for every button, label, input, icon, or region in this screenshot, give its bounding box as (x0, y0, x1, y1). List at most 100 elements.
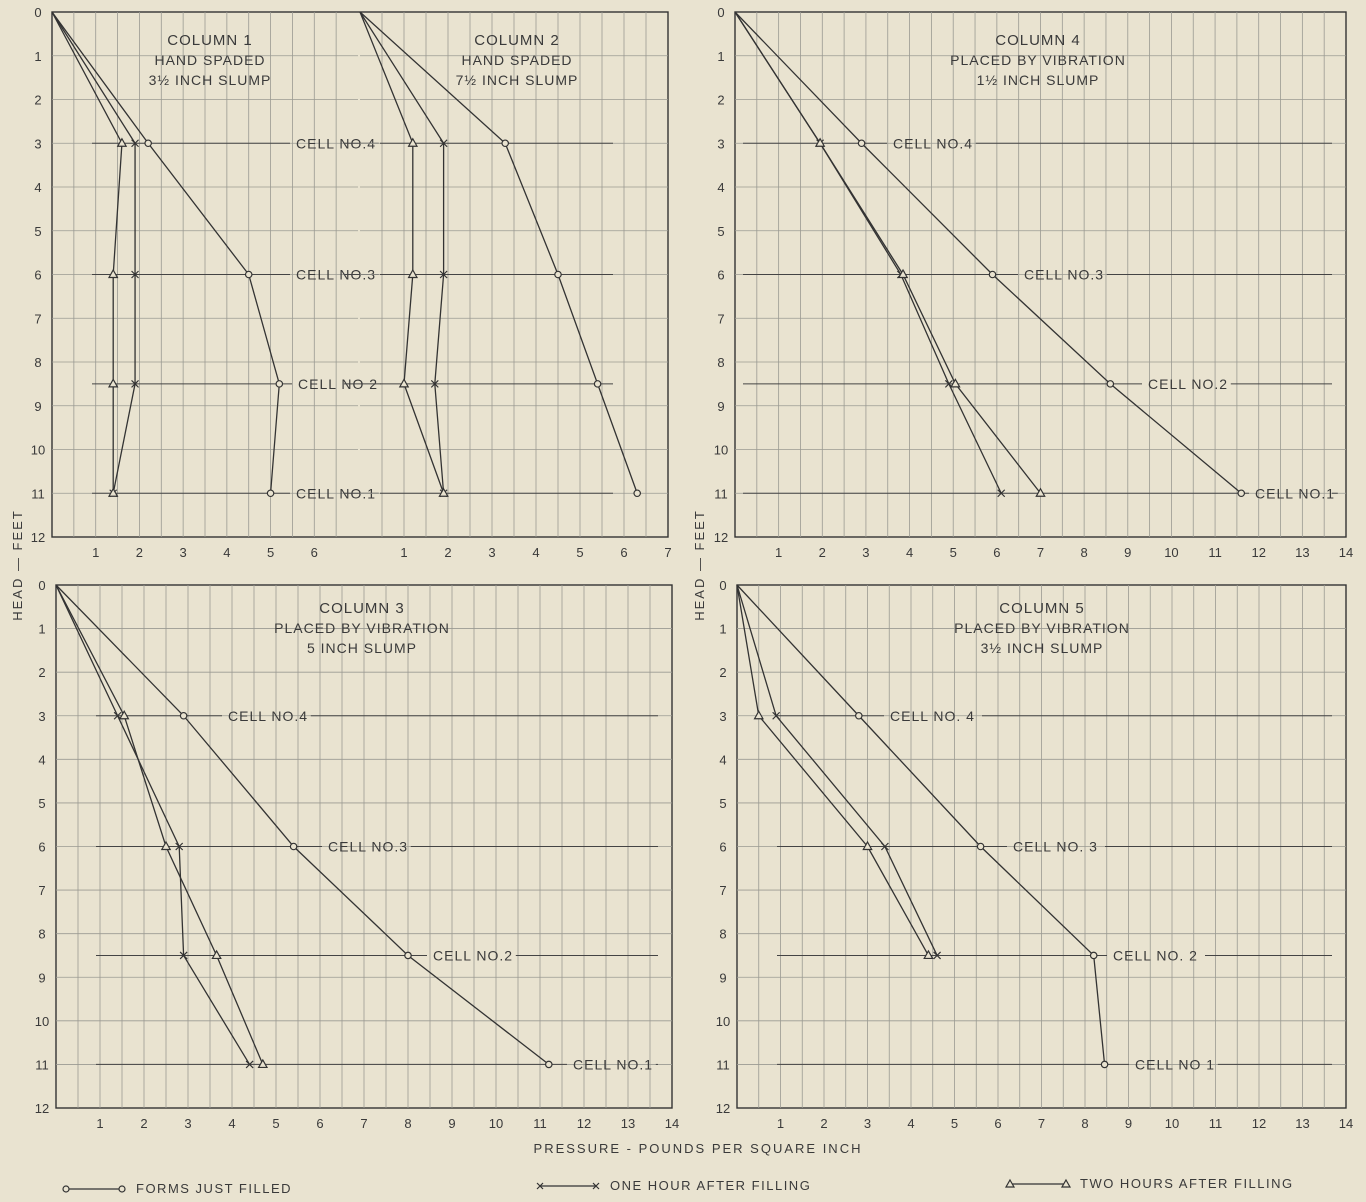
legend-label: ONE HOUR AFTER FILLING (610, 1178, 811, 1193)
x-tick-label: 4 (532, 545, 539, 560)
data-point-cross (997, 489, 1006, 498)
y-axis-label-left: HEAD — FEET (10, 509, 25, 621)
data-point-triangle (862, 840, 873, 851)
y-tick-label: 12 (716, 1101, 730, 1116)
data-point-circle (404, 951, 412, 960)
x-tick-label: 2 (820, 1116, 827, 1131)
data-point-triangle (407, 268, 419, 279)
data-point-triangle (118, 710, 130, 720)
cell-label: CELL NO.4 (893, 135, 973, 151)
x-tick-label: 7 (360, 1116, 367, 1131)
y-tick-label: 7 (38, 883, 45, 898)
x-tick-label: 2 (444, 545, 451, 560)
panel-subtitle: HAND SPADED (461, 52, 572, 68)
data-point-circle (544, 1060, 553, 1069)
panel-3: 1 2 3 4 5 6 7 8 9 10 11 12 13 140123456789101112COLUM… (714, 5, 1353, 560)
panel-subtitle: PLACED BY VIBRATION (274, 620, 450, 636)
x-tick-label: 7 (664, 545, 671, 560)
y-tick-label: 1 (34, 49, 41, 64)
x-tick-label: 10 (1165, 1116, 1179, 1131)
cell-label: CELL NO.3 (296, 267, 376, 283)
panel-2: 1 2 3 4 5 6 7 COLUMN 2 HAND SPADED 7½ INCH SLUMP (359, 11, 672, 560)
data-point-triangle (897, 268, 909, 279)
data-point-cross (179, 951, 188, 960)
data-point-cross (131, 270, 139, 279)
y-tick-label: 0 (719, 578, 726, 593)
x-tick-label: 2 (140, 1116, 147, 1131)
y-tick-label: 7 (34, 311, 41, 326)
x-tick-label: 4 (228, 1116, 235, 1131)
y-tick-label: 8 (38, 927, 45, 942)
y-tick-label: 11 (714, 486, 728, 501)
y-tick-label: 12 (35, 1101, 49, 1116)
x-tick-label: 6 (993, 545, 1000, 560)
y-tick-label: 6 (34, 268, 41, 283)
x-axis-label: PRESSURE - POUNDS PER SQUARE INCH (534, 1141, 863, 1156)
y-tick-label: 2 (719, 665, 726, 680)
panel-subtitle: 1½ INCH SLUMP (977, 72, 1100, 88)
series-line-triangle (359, 11, 445, 494)
x-tick-label: 6 (620, 545, 627, 560)
data-point-triangle (116, 137, 128, 147)
cell-label: CELL NO.2 (433, 947, 513, 963)
series-line-triangle (736, 584, 929, 956)
legend-label: FORMS JUST FILLED (136, 1181, 292, 1196)
x-tick-label: 14 (1339, 1116, 1353, 1131)
y-tick-label: 4 (717, 180, 724, 195)
data-point-cross (439, 270, 448, 279)
data-point-triangle (438, 487, 449, 497)
cell-label: CELL NO.4 (228, 708, 308, 724)
x-tick-label: 8 (1081, 545, 1088, 560)
panel-subtitle: 7½ INCH SLUMP (456, 72, 579, 88)
y-tick-label: 1 (38, 622, 45, 637)
legend-marker-circle (62, 1185, 70, 1193)
x-tick-label: 8 (1081, 1116, 1088, 1131)
panel-subtitle: 3½ INCH SLUMP (981, 640, 1104, 656)
x-tick-label: 3 (864, 1116, 871, 1131)
y-tick-label: 2 (34, 93, 41, 108)
cell-label: CELL NO.4 (296, 135, 376, 151)
data-point-circle (266, 489, 275, 498)
x-tick-label: 12 (1251, 545, 1265, 560)
data-point-circle (244, 270, 253, 279)
y-tick-label: 3 (717, 136, 724, 151)
y-tick-label: 5 (34, 224, 41, 239)
series-line-triangle (51, 11, 123, 494)
data-point-circle (501, 139, 510, 148)
y-tick-label: 10 (716, 1014, 730, 1029)
x-tick-label: 3 (488, 545, 495, 560)
x-tick-label: 4 (907, 1116, 914, 1131)
series-line-cross (55, 584, 251, 1065)
y-tick-label: 1 (719, 622, 726, 637)
y-tick-label: 0 (717, 5, 724, 20)
y-tick-label: 5 (38, 796, 45, 811)
data-point-circle (1106, 380, 1115, 388)
data-point-circle (1237, 489, 1246, 498)
data-point-cross (175, 842, 184, 851)
y-axis-label-right: HEAD — FEET (692, 509, 707, 621)
x-tick-label: 3 (862, 545, 869, 560)
data-point-cross (245, 1060, 254, 1069)
data-point-triangle (814, 137, 826, 147)
series-line-cross (736, 584, 938, 956)
x-tick-label: 5 (950, 545, 957, 560)
x-tick-label: 9 (1125, 1116, 1132, 1131)
legend: FORMS JUST FILLED ONE HOUR AFTER FILLING T… (62, 1176, 1292, 1196)
y-tick-label: 0 (38, 578, 45, 593)
y-tick-label: 4 (38, 752, 45, 767)
y-tick-label: 12 (31, 530, 45, 545)
legend-marker-cross (536, 1182, 544, 1190)
cell-label: CELL NO.3 (1024, 267, 1104, 283)
x-tick-label: 6 (311, 545, 318, 560)
data-point-cross (880, 842, 889, 851)
x-tick-label: 13 (1295, 1116, 1309, 1131)
cell-label: CELL NO.1 (573, 1056, 653, 1072)
y-tick-label: 9 (38, 970, 45, 985)
y-tick-label: 5 (719, 796, 726, 811)
cell-label: CELL NO 2 (298, 376, 378, 392)
data-point-cross (933, 951, 942, 960)
y-tick-label: 9 (34, 399, 41, 414)
x-tick-label: 14 (665, 1116, 679, 1131)
data-point-triangle (160, 840, 172, 851)
